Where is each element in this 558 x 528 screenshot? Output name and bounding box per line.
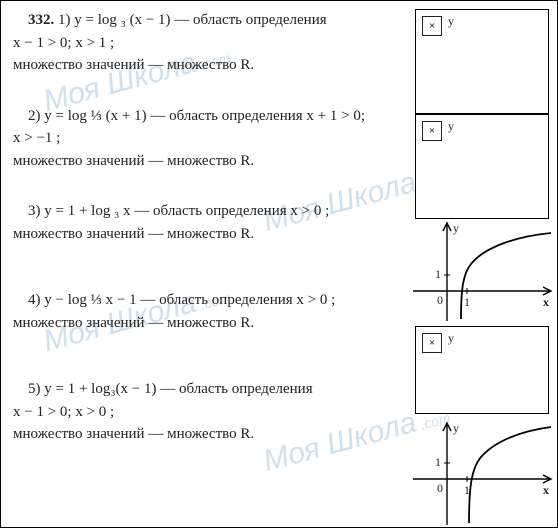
p3-l1: 3) y = 1 + log ₃ x — область определения…	[28, 203, 329, 219]
graph-placeholder-box: ×y	[415, 114, 549, 219]
axis-tick-label: 1	[464, 295, 470, 310]
problem-4: 4) y − log ⅓ x − 1 — область определения…	[13, 289, 411, 334]
text-content: 332. 1) y = log ₃ (x − 1) — область опре…	[13, 9, 411, 460]
axis-tick-label: 1	[464, 483, 470, 498]
p4-l2: множество значений — множество R.	[13, 315, 254, 331]
graph-placeholder-box: ×y	[415, 326, 549, 414]
problem-2: 2) y = log ⅓ (x + 1) — область определен…	[13, 105, 411, 173]
problem-1: 332. 1) y = log ₃ (x − 1) — область опре…	[13, 9, 411, 77]
axis-tick-label: 1	[435, 267, 441, 282]
broken-image-icon: ×	[422, 333, 442, 353]
broken-image-icon: ×	[422, 16, 442, 36]
axis-tick-label: y	[453, 221, 459, 236]
problem-number: 332.	[28, 12, 54, 28]
y-axis-label: y	[448, 14, 454, 29]
broken-image-icon: ×	[422, 121, 442, 141]
axis-tick-label: y	[453, 421, 459, 436]
p1-l3: множество значений — множество R.	[13, 57, 254, 73]
axis-tick-label: x	[543, 295, 549, 310]
p3-l2: множество значений — множество R.	[13, 226, 254, 242]
p4-l1: 4) y − log ⅓ x − 1 — область определения…	[28, 292, 335, 308]
p5-l1: 5) y = 1 + log₃(x − 1) — область определ…	[28, 381, 313, 397]
log-curve-plot: y x 0 1 1	[411, 219, 555, 323]
axis-tick-label: 0	[437, 481, 443, 496]
y-axis-label: y	[448, 331, 454, 346]
p2-l1: 2) y = log ⅓ (x + 1) — область определен…	[28, 108, 365, 124]
y-axis-label: y	[448, 119, 454, 134]
axis-tick-label: 0	[437, 293, 443, 308]
axis-tick-label: x	[543, 483, 549, 498]
p1-l1: 1) y = log ₃ (x − 1) — область определен…	[58, 12, 327, 28]
problem-3: 3) y = 1 + log ₃ x — область определения…	[13, 200, 411, 245]
axis-tick-label: 1	[435, 455, 441, 470]
p1-l2: x − 1 > 0; x > 1 ;	[13, 35, 114, 51]
p5-l2: x − 1 > 0; x > 0 ;	[13, 404, 114, 420]
log-curve-plot: y x 0 1 1	[411, 419, 555, 527]
problem-5: 5) y = 1 + log₃(x − 1) — область определ…	[13, 378, 411, 446]
p2-l2: x > −1 ;	[13, 130, 60, 146]
p2-l3: множество значений — множество R.	[13, 153, 254, 169]
graph-placeholder-box: ×y	[415, 9, 549, 114]
p5-l3: множество значений — множество R.	[13, 426, 254, 442]
